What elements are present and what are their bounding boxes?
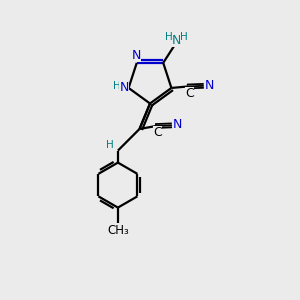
Text: C: C [153, 126, 162, 139]
Text: H: H [165, 32, 173, 42]
Text: H: H [113, 82, 121, 92]
Text: H: H [180, 32, 188, 42]
Text: CH₃: CH₃ [107, 224, 129, 237]
Text: N: N [119, 81, 129, 94]
Text: N: N [172, 34, 181, 47]
Text: N: N [173, 118, 182, 131]
Text: C: C [185, 87, 194, 100]
Text: H: H [106, 140, 113, 150]
Text: N: N [131, 49, 141, 62]
Text: N: N [205, 79, 214, 92]
